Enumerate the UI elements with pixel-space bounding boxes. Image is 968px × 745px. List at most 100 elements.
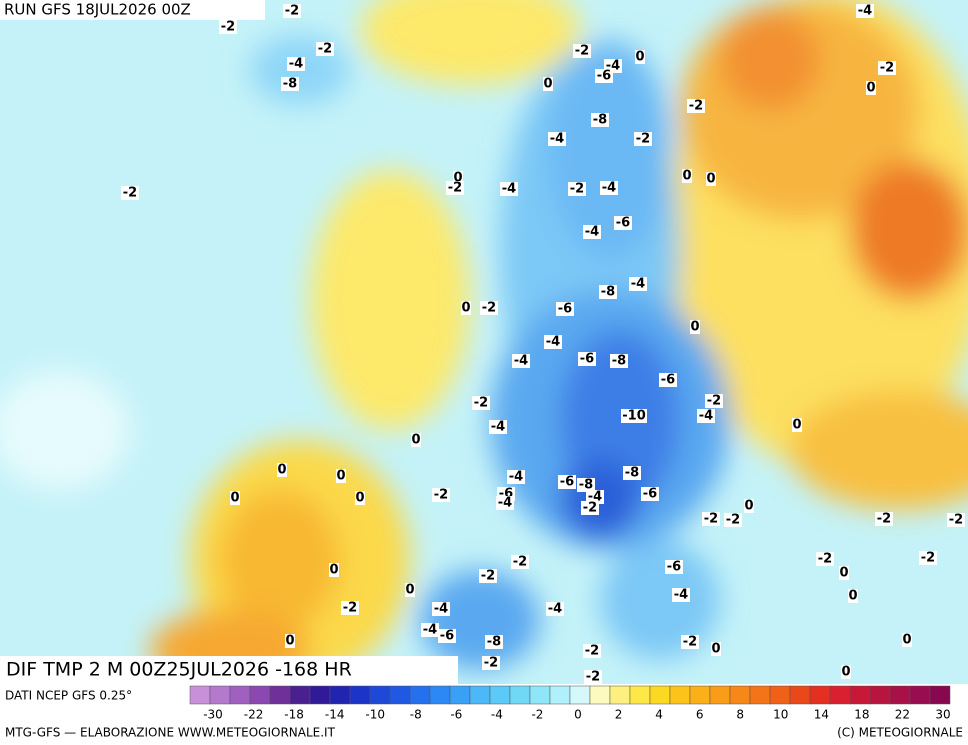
label-box [614, 216, 632, 230]
contour-label: -2 [221, 20, 235, 35]
colorbar-tick-label: -4 [491, 708, 503, 722]
contour-label: -4 [546, 335, 560, 350]
contour-label: -2 [434, 488, 448, 503]
colorbar-swatch [249, 685, 271, 705]
colorbar-tick-label: -14 [325, 708, 345, 722]
label-box [283, 4, 301, 18]
colorbar-swatch [429, 685, 451, 705]
map-field [0, 0, 968, 684]
label-box [336, 469, 346, 483]
colorbar-tick-label: -18 [284, 708, 304, 722]
contour-label: -4 [631, 277, 645, 292]
contour-label: -2 [704, 512, 718, 527]
label-box [711, 642, 721, 656]
contour-label: -6 [616, 216, 630, 231]
label-box [583, 225, 601, 239]
contour-label: -2 [921, 551, 935, 566]
colorbar-swatch [409, 685, 431, 705]
contour-label: -2 [570, 182, 584, 197]
contour-label: -4 [509, 470, 523, 485]
label-box [546, 602, 564, 616]
contour-label: 0 [682, 169, 691, 184]
colorbar-swatch [589, 685, 611, 705]
contour-label: -4 [585, 225, 599, 240]
contour-label: 0 [706, 172, 715, 187]
label-box [438, 629, 456, 643]
label-box [583, 644, 601, 658]
contour-label: 0 [866, 81, 875, 96]
colorbar-tick-label: 4 [655, 708, 663, 722]
credit-text: MTG-GFS — ELABORAZIONE WWW.METEOGIORNALE… [5, 726, 336, 740]
contour-label: -6 [661, 373, 675, 388]
label-box [839, 566, 849, 580]
colorbar-swatch [189, 685, 211, 705]
contour-label: 0 [230, 491, 239, 506]
colorbar-swatch [549, 685, 571, 705]
colorbar-tick-label: -10 [365, 708, 385, 722]
colorbar-tick-label: 6 [696, 708, 704, 722]
label-box [500, 182, 518, 196]
label-box [287, 57, 305, 71]
colorbar-swatch [329, 685, 351, 705]
contour-label: -4 [674, 588, 688, 603]
contour-label: -4 [491, 420, 505, 435]
contour-label: -2 [343, 601, 357, 616]
contour-label: 0 [355, 491, 364, 506]
colorbar-swatch [469, 685, 491, 705]
contour-label: 0 [453, 171, 462, 186]
contour-label: 0 [336, 469, 345, 484]
label-box [856, 4, 874, 18]
contour-label: -2 [484, 656, 498, 671]
contour-label: -2 [689, 99, 703, 114]
run-text: RUN GFS 18JUL2026 00Z [4, 1, 191, 19]
label-box [623, 466, 641, 480]
contour-label: -6 [667, 560, 681, 575]
label-box [706, 172, 716, 186]
contour-label: -2 [586, 670, 600, 685]
colorbar-swatch [629, 685, 651, 705]
colorbar-swatch [929, 685, 951, 705]
contour-label: -4 [289, 57, 303, 72]
label-box [841, 665, 851, 679]
contour-label: 0 [405, 583, 414, 598]
label-box [866, 81, 876, 95]
colorbar-tick-label: -2 [531, 708, 543, 722]
label-box [947, 513, 965, 527]
label-box [744, 499, 754, 513]
contour-label: 0 [461, 301, 470, 316]
label-box [472, 396, 490, 410]
contour-label: 0 [411, 433, 420, 448]
colorbar-swatch [289, 685, 311, 705]
colorbar-swatch [209, 685, 231, 705]
source-text: DATI NCEP GFS 0.25° [5, 689, 132, 703]
colorbar-tick-label: -8 [410, 708, 422, 722]
contour-label: 0 [690, 320, 699, 335]
colorbar-swatch [569, 685, 591, 705]
contour-label: -4 [602, 181, 616, 196]
label-box [902, 633, 912, 647]
label-box [461, 301, 471, 315]
label-box [659, 373, 677, 387]
colorbar-swatch [709, 685, 731, 705]
colorbar-swatch [689, 685, 711, 705]
colorbar-swatch [789, 685, 811, 705]
contour-label: -2 [448, 181, 462, 196]
label-box [405, 583, 415, 597]
contour-label: -2 [636, 132, 650, 147]
contour-label: -2 [585, 644, 599, 659]
contour-label: -2 [818, 552, 832, 567]
label-box [697, 409, 715, 423]
contour-label: -8 [601, 285, 615, 300]
label-box [341, 601, 359, 615]
label-box [285, 634, 295, 648]
contour-label: -6 [643, 487, 657, 502]
colorbar: -30 -22 -18 -14 -10 -8 -6 -4 -2 0 2 4 6 8 10 14 18 22 30 [189, 685, 951, 722]
contour-label: -2 [683, 635, 697, 650]
contour-label: -2 [123, 186, 137, 201]
colorbar-tick-label: -22 [244, 708, 264, 722]
contour-label: -4 [699, 409, 713, 424]
colorbar-tick-label: 30 [935, 708, 950, 722]
contour-label: -2 [474, 396, 488, 411]
colorbar-swatch [849, 685, 871, 705]
contour-label: -4 [548, 602, 562, 617]
